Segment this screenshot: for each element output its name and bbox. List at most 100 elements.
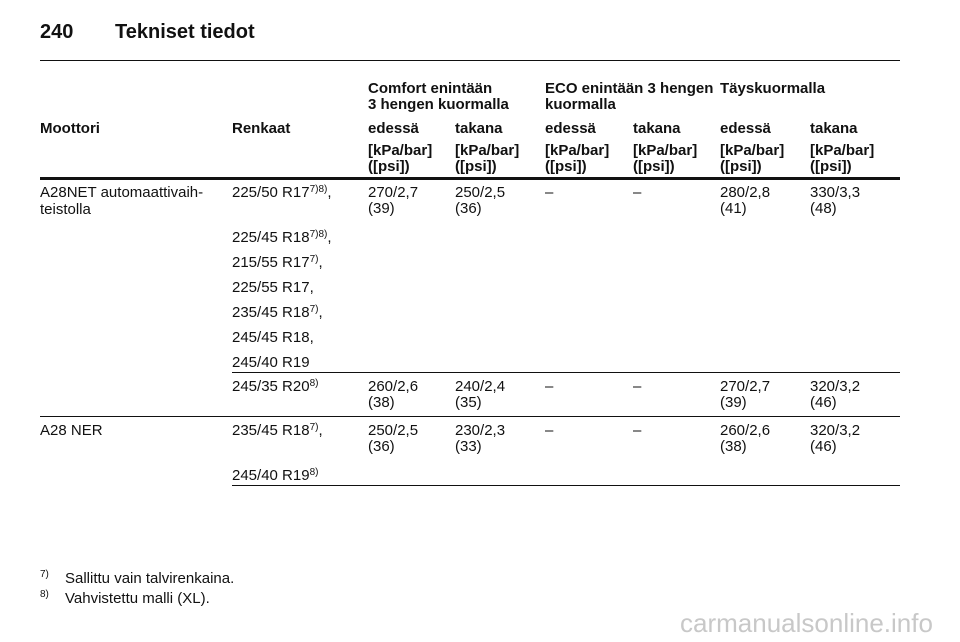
unit-label: [kPa/bar] [455, 142, 520, 159]
footnote-ref: 7)8) [309, 184, 328, 195]
footnote-ref: 8) [309, 467, 319, 478]
footnote-ref: 7) [309, 304, 319, 315]
pressure-value: (35) [455, 394, 482, 411]
pressure-value: 320/3,2 [810, 422, 861, 439]
pressure-value: – [545, 184, 554, 201]
pressure-value: 330/3,3 [810, 184, 861, 201]
unit-label: [kPa/bar] [633, 142, 698, 159]
tire-text: 245/40 R19 [232, 354, 310, 371]
tire-suffix: , [318, 422, 323, 439]
unit-label: ([psi]) [455, 158, 497, 175]
pressure-value: 270/2,7 [720, 378, 771, 395]
page-number: 240 [40, 21, 74, 43]
pressure-value: (39) [368, 200, 395, 217]
unit-label: ([psi]) [810, 158, 852, 175]
pressure-value: (46) [810, 394, 837, 411]
footnote-mark: 8) [40, 589, 49, 600]
unit-label: [kPa/bar] [720, 142, 785, 159]
tire-text: 225/45 R18 [232, 229, 310, 246]
tire-text: 245/40 R19 [232, 467, 310, 484]
pressure-value: – [545, 378, 554, 395]
pressure-value: (36) [455, 200, 482, 217]
engine-name: A28 NER [40, 422, 103, 439]
row-rule [232, 485, 900, 486]
page-title: Tekniset tiedot [115, 21, 255, 43]
watermark: carmanualsonline.info [680, 608, 933, 638]
header-rule [40, 60, 900, 61]
tire-size: 225/50 R177)8), [232, 184, 332, 201]
pressure-value: (33) [455, 438, 482, 455]
footnote-ref: 8) [309, 378, 319, 389]
pressure-value: – [633, 422, 642, 439]
column-header: Renkaat [232, 120, 291, 137]
tire-suffix: , [327, 229, 332, 246]
row-rule [40, 416, 900, 417]
column-header: Moottori [40, 120, 100, 137]
tire-size: 215/55 R177), [232, 254, 323, 271]
tire-suffix: , [318, 304, 323, 321]
pressure-value: 320/3,2 [810, 378, 861, 395]
pressure-value: 230/2,3 [455, 422, 506, 439]
footnote-ref: 7) [309, 422, 319, 433]
pressure-value: (38) [720, 438, 747, 455]
footnote-ref: 7)8) [309, 229, 328, 240]
pressure-value: 270/2,7 [368, 184, 419, 201]
tire-size: 245/40 R19 [232, 354, 310, 371]
footnote-ref: 7) [309, 254, 319, 265]
pressure-value: – [633, 378, 642, 395]
pressure-value: 240/2,4 [455, 378, 506, 395]
footnote-text: Sallittu vain talvirenkaina. [65, 570, 235, 587]
tire-text: 215/55 R17 [232, 254, 310, 271]
tire-size: 245/40 R198) [232, 467, 318, 484]
column-header: edessä [545, 120, 596, 137]
pressure-value: – [633, 184, 642, 201]
tire-suffix: , [327, 184, 332, 201]
tire-size: 235/45 R187), [232, 304, 323, 321]
pressure-value: 260/2,6 [720, 422, 771, 439]
footnote-text: Vahvistettu malli (XL). [65, 590, 210, 607]
pressure-value: 260/2,6 [368, 378, 419, 395]
group-header: Comfort enintään [368, 80, 493, 97]
group-header: 3 hengen kuormalla [368, 96, 509, 113]
tire-suffix: , [318, 254, 323, 271]
unit-label: ([psi]) [633, 158, 675, 175]
tire-size: 245/45 R18, [232, 329, 314, 346]
column-header: edessä [368, 120, 419, 137]
tire-size: 225/55 R17, [232, 279, 314, 296]
engine-name: A28NET automaattivaih- [40, 184, 204, 201]
tire-text: 235/45 R18 [232, 304, 310, 321]
unit-label: [kPa/bar] [545, 142, 610, 159]
group-header: Täyskuormalla [720, 80, 826, 97]
pressure-value: (36) [368, 438, 395, 455]
tire-text: 225/50 R17 [232, 184, 310, 201]
unit-label: ([psi]) [720, 158, 762, 175]
column-header: takana [810, 120, 858, 137]
table-head-rule [40, 177, 900, 180]
unit-label: [kPa/bar] [368, 142, 433, 159]
pressure-value: (38) [368, 394, 395, 411]
unit-label: [kPa/bar] [810, 142, 875, 159]
tire-text: 245/45 R18, [232, 329, 314, 346]
engine-name: teistolla [40, 201, 91, 218]
column-header: takana [455, 120, 503, 137]
pressure-value: 250/2,5 [368, 422, 419, 439]
pressure-value: (46) [810, 438, 837, 455]
tire-text: 225/55 R17, [232, 279, 314, 296]
column-header: takana [633, 120, 681, 137]
tire-size: 235/45 R187), [232, 422, 323, 439]
tire-size: 225/45 R187)8), [232, 229, 332, 246]
group-header: ECO enintään 3 hengen [545, 80, 714, 97]
pressure-value: (41) [720, 200, 747, 217]
row-rule [232, 372, 900, 373]
footnote-mark: 7) [40, 569, 49, 580]
column-header: edessä [720, 120, 771, 137]
pressure-value: – [545, 422, 554, 439]
pressure-value: 280/2,8 [720, 184, 771, 201]
tire-text: 235/45 R18 [232, 422, 310, 439]
unit-label: ([psi]) [545, 158, 587, 175]
pressure-value: 250/2,5 [455, 184, 506, 201]
unit-label: ([psi]) [368, 158, 410, 175]
group-header: kuormalla [545, 96, 616, 113]
tire-size: 245/35 R208) [232, 378, 318, 395]
